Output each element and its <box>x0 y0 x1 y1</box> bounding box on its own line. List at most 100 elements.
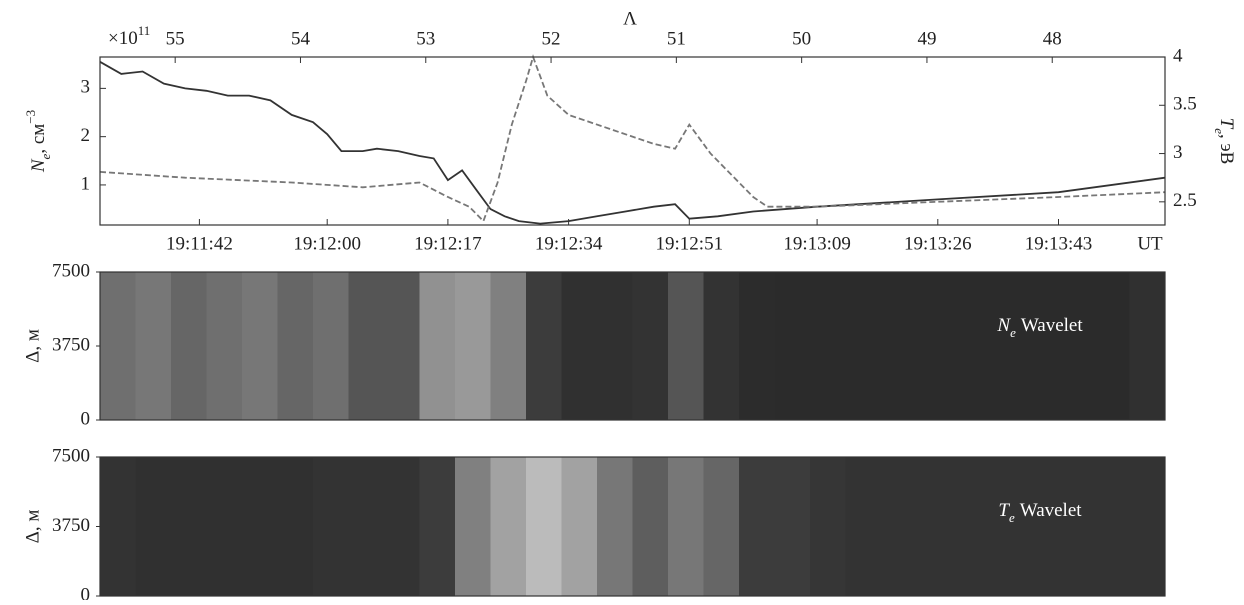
heat-cell <box>1023 272 1059 420</box>
x2-tick-label: 53 <box>416 28 435 49</box>
y-axis-label: Δ, м <box>22 329 43 363</box>
data-line <box>99 61 1166 225</box>
heat-cell <box>1129 272 1166 420</box>
heat-cell <box>526 457 562 596</box>
heat-cell <box>916 457 953 596</box>
x-tick-label: 19:13:43 <box>1025 233 1093 254</box>
x-tick-label: 19:12:17 <box>414 233 482 254</box>
y-tick-label: 0 <box>81 584 91 600</box>
y-tick-label: 7500 <box>52 260 90 281</box>
y-tick-label: 0 <box>81 408 91 429</box>
y-axis-label-part: e <box>38 153 53 159</box>
y-tick-label: 3750 <box>52 334 90 355</box>
heat-cell <box>881 272 917 420</box>
heat-cell <box>561 457 598 596</box>
y-axis-label: Ne, см−3 <box>23 110 53 173</box>
annotation-part: N <box>996 315 1011 336</box>
heat-cell <box>597 272 633 420</box>
heat-cell <box>526 272 562 420</box>
heat-cell <box>668 457 704 596</box>
y2-tick-label: 3.5 <box>1173 94 1197 115</box>
heat-cell <box>1023 457 1059 596</box>
y2-axis-label: Te, эВ <box>1212 118 1237 165</box>
y-tick-label: 1 <box>81 173 91 194</box>
x2-tick-label: 54 <box>291 28 311 49</box>
heat-cell <box>348 272 385 420</box>
data-line <box>99 54 1166 223</box>
heat-cell <box>100 272 136 420</box>
heat-cell <box>632 457 669 596</box>
heat-cell <box>1058 457 1095 596</box>
y2-tick-label: 3 <box>1173 142 1183 163</box>
heat-cell <box>916 272 953 420</box>
x2-tick-label: 52 <box>542 28 561 49</box>
annotation: Ne Wavelet <box>996 315 1083 340</box>
heat-cell <box>845 457 882 596</box>
annotation-part: Wavelet <box>1020 500 1082 521</box>
heat-cell <box>455 272 491 420</box>
heat-cell <box>739 272 775 420</box>
plot-frame <box>99 56 1166 226</box>
heat-cell <box>810 272 846 420</box>
heat-cell <box>206 457 243 596</box>
heat-cell <box>1058 272 1095 420</box>
y-tick-label: 3 <box>81 77 91 98</box>
heat-cell <box>171 272 207 420</box>
x-tick-label: 19:12:34 <box>535 233 603 254</box>
heat-cell <box>206 272 243 420</box>
heat-cell <box>1129 457 1166 596</box>
heat-cell <box>171 457 207 596</box>
heat-cell <box>277 457 314 596</box>
heat-cell <box>952 272 988 420</box>
heat-cell <box>348 457 385 596</box>
y2-axis-label-part: T <box>1216 118 1237 130</box>
heat-cell <box>952 457 988 596</box>
annotation-part: e <box>1009 510 1015 525</box>
x2-tick-label: 51 <box>667 28 686 49</box>
heat-cell <box>455 457 491 596</box>
multiplier-part: 11 <box>138 23 151 38</box>
heat-cell <box>135 272 172 420</box>
y2-tick-label: 4 <box>1173 45 1183 66</box>
heat-cell <box>242 457 278 596</box>
y-axis-label-part: −3 <box>23 110 38 124</box>
heat-cell <box>242 272 278 420</box>
x-tick-label: 19:11:42 <box>166 233 233 254</box>
multiplier-part: ×10 <box>108 28 138 49</box>
heat-cell <box>739 457 775 596</box>
y2-axis-label-part: , эВ <box>1216 134 1237 164</box>
heat-cell <box>632 272 669 420</box>
heat-cell <box>313 457 349 596</box>
heat-cell <box>774 272 811 420</box>
x2-tick-label: 48 <box>1043 28 1062 49</box>
heat-cell <box>313 272 349 420</box>
heat-cell <box>845 272 882 420</box>
heat-cell <box>419 457 456 596</box>
annotation-part: Wavelet <box>1021 315 1083 336</box>
multiplier: ×1011 <box>108 23 150 49</box>
heat-cell <box>810 457 846 596</box>
heat-cell <box>703 457 740 596</box>
x-tick-label: 19:12:51 <box>656 233 724 254</box>
heat-cell <box>668 272 704 420</box>
heat-cell <box>419 272 456 420</box>
heat-cell <box>490 272 527 420</box>
heat-cell <box>597 457 633 596</box>
heat-cell <box>277 272 314 420</box>
heat-cell <box>1094 457 1130 596</box>
heat-cell <box>384 457 420 596</box>
y-tick-label: 3750 <box>52 515 90 536</box>
y-axis-label: Δ, м <box>22 510 43 544</box>
y-tick-label: 7500 <box>52 445 90 466</box>
heat-cell <box>384 272 420 420</box>
heat-cell <box>987 272 1024 420</box>
heat-cell <box>987 457 1024 596</box>
heat-cell <box>1094 272 1130 420</box>
y-axis-label-part: , см <box>28 124 49 154</box>
heat-cell <box>703 272 740 420</box>
y2-axis-label-part: e <box>1212 128 1227 134</box>
heat-cell <box>881 457 917 596</box>
annotation-part: T <box>998 500 1010 521</box>
x-tick-label: 19:13:09 <box>783 233 851 254</box>
